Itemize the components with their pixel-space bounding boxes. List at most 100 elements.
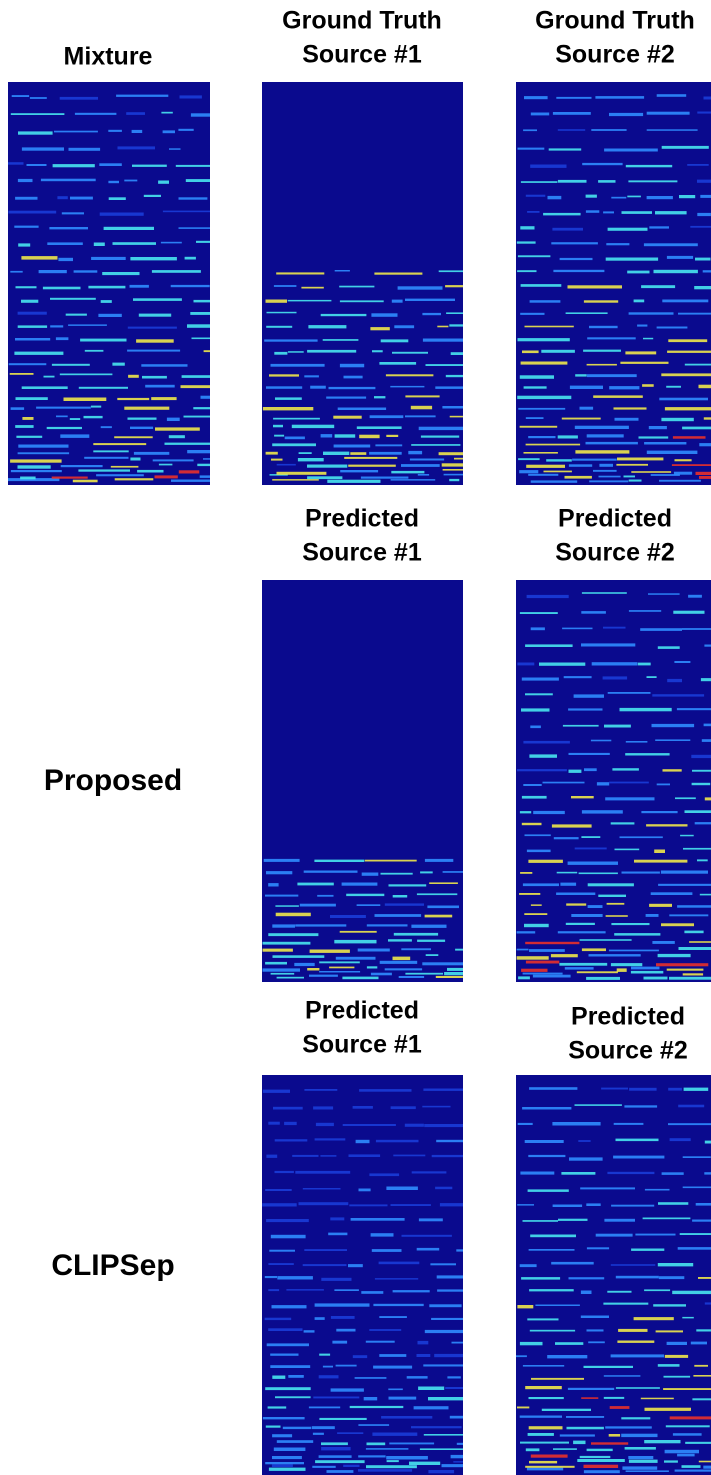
spectral-streak bbox=[662, 146, 709, 149]
spectral-streak bbox=[283, 1427, 311, 1429]
spectral-streak bbox=[577, 1459, 625, 1462]
spectral-streak bbox=[99, 163, 122, 166]
spectral-streak bbox=[323, 339, 359, 341]
spectral-streak bbox=[321, 314, 367, 316]
spectral-streak bbox=[91, 257, 126, 260]
spectral-streak bbox=[694, 286, 711, 289]
spectral-streak bbox=[647, 112, 690, 115]
spectral-streak bbox=[604, 149, 658, 152]
panel-title: Predicted bbox=[571, 1003, 685, 1031]
spectral-streak bbox=[15, 338, 50, 341]
spectral-streak bbox=[653, 1304, 686, 1306]
spectral-streak bbox=[200, 475, 210, 478]
spectral-streak bbox=[321, 1442, 348, 1445]
spectral-streak bbox=[12, 95, 29, 97]
spectral-streak bbox=[568, 285, 623, 288]
spectral-streak bbox=[93, 443, 146, 445]
spectral-streak bbox=[615, 418, 639, 421]
spectral-streak bbox=[276, 272, 324, 274]
spectral-streak bbox=[644, 442, 686, 445]
spectral-streak bbox=[367, 966, 377, 968]
spectral-streak bbox=[643, 338, 653, 340]
spectral-streak bbox=[617, 1341, 654, 1343]
spectral-streak bbox=[639, 436, 669, 438]
spectral-streak bbox=[370, 415, 404, 418]
spectral-streak bbox=[530, 165, 566, 168]
spectral-streak bbox=[268, 1263, 293, 1265]
spectral-streak bbox=[423, 1089, 463, 1091]
spectral-streak bbox=[518, 148, 545, 150]
spectral-streak bbox=[563, 725, 599, 727]
spectral-streak bbox=[423, 1364, 463, 1366]
spectral-streak bbox=[375, 1278, 418, 1280]
spectral-streak bbox=[603, 211, 614, 213]
spectral-streak bbox=[266, 452, 278, 455]
spectral-streak bbox=[527, 595, 569, 598]
spectral-streak bbox=[531, 480, 578, 482]
spectral-streak bbox=[679, 947, 711, 950]
spectral-streak bbox=[426, 954, 439, 956]
spectral-streak bbox=[320, 1155, 336, 1157]
spectral-streak bbox=[128, 375, 139, 378]
spectral-streak bbox=[621, 1417, 650, 1419]
spectral-streak bbox=[663, 769, 682, 771]
spectral-streak bbox=[128, 418, 157, 420]
spectral-streak bbox=[527, 850, 551, 853]
spectral-streak bbox=[529, 1249, 575, 1251]
spectral-streak bbox=[319, 961, 360, 963]
spectral-streak bbox=[313, 1397, 359, 1399]
spectral-streak bbox=[665, 1450, 699, 1454]
spectral-streak bbox=[525, 326, 574, 328]
spectral-streak bbox=[335, 434, 356, 437]
spectral-streak bbox=[142, 376, 167, 379]
spectral-streak bbox=[327, 480, 380, 483]
spectral-streak bbox=[375, 444, 402, 446]
spectral-streak bbox=[274, 1448, 306, 1452]
spectral-streak bbox=[430, 1263, 456, 1265]
spectral-streak bbox=[533, 811, 565, 814]
spectral-streak bbox=[14, 226, 38, 228]
spectral-streak bbox=[439, 452, 463, 455]
spectral-streak bbox=[581, 611, 606, 614]
spectral-streak bbox=[700, 894, 711, 896]
spectral-streak bbox=[583, 350, 621, 352]
spectral-streak bbox=[366, 1448, 409, 1450]
spectral-streak bbox=[303, 1264, 347, 1266]
spectral-streak bbox=[620, 362, 668, 364]
spectral-streak bbox=[418, 1341, 429, 1345]
spectral-streak bbox=[658, 646, 680, 649]
spectral-streak bbox=[517, 241, 536, 243]
spectral-streak bbox=[263, 1417, 305, 1419]
spectral-streak bbox=[641, 811, 677, 813]
spectral-streak bbox=[321, 1278, 351, 1281]
panel-title: Source #1 bbox=[302, 1031, 422, 1059]
spectral-streak bbox=[535, 1305, 580, 1307]
spectral-streak bbox=[605, 1426, 652, 1428]
panel-title: Predicted bbox=[558, 505, 672, 533]
spectral-streak bbox=[108, 181, 119, 183]
spectral-streak bbox=[634, 300, 645, 303]
spectral-streak bbox=[525, 834, 551, 836]
spectral-streak bbox=[682, 1465, 701, 1468]
spectral-streak bbox=[457, 1443, 463, 1445]
spectral-streak bbox=[272, 1434, 292, 1437]
spectral-streak bbox=[658, 1364, 680, 1367]
spectral-streak bbox=[702, 739, 711, 742]
spectral-streak bbox=[315, 1303, 370, 1306]
spectral-streak bbox=[696, 472, 711, 475]
spectral-streak bbox=[201, 396, 211, 399]
spectral-streak bbox=[652, 941, 674, 944]
spectral-streak bbox=[704, 97, 711, 100]
panel-title: Source #2 bbox=[555, 41, 675, 69]
spectral-streak bbox=[682, 427, 711, 430]
spectral-streak bbox=[649, 226, 669, 228]
spectrogram-background bbox=[262, 580, 463, 982]
spectral-streak bbox=[423, 339, 463, 342]
spectral-streak bbox=[644, 1289, 670, 1291]
spectral-streak bbox=[274, 435, 284, 437]
spectral-streak bbox=[355, 1377, 387, 1379]
spectral-streak bbox=[96, 474, 144, 476]
spectral-streak bbox=[440, 1203, 463, 1206]
spectral-streak bbox=[523, 784, 541, 786]
spectral-streak bbox=[520, 1172, 554, 1175]
